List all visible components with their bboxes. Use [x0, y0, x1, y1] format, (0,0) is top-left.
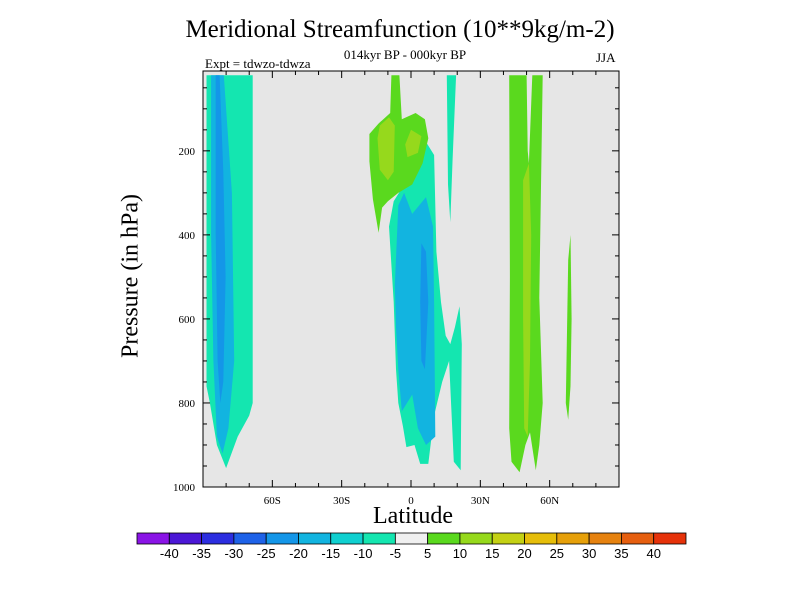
experiment-label: Expt = tdwzo-tdwza — [205, 56, 311, 71]
colorbar-label: -40 — [160, 546, 179, 561]
colorbar-swatch — [588, 532, 622, 545]
colorbar-swatch — [427, 532, 461, 545]
chart-title: Meridional Streamfunction (10**9kg/m-2) — [185, 16, 615, 43]
y-tick-label: 200 — [179, 146, 196, 158]
season-label: JJA — [596, 50, 616, 65]
region-nh-mid-core — [523, 163, 532, 437]
x-tick-label: 60S — [264, 495, 281, 507]
colorbar-label: -10 — [354, 546, 373, 561]
region-nh-trop-upper — [369, 75, 429, 233]
x-tick-label: 30N — [471, 495, 490, 507]
colorbar-swatch — [201, 532, 235, 545]
colorbar-swatch — [556, 532, 590, 545]
colorbar-label: -20 — [289, 546, 308, 561]
chart-subtitle: 014kyr BP - 000kyr BP — [343, 47, 467, 62]
colorbar-swatch — [621, 532, 655, 545]
x-tick-label: 30S — [333, 495, 350, 507]
colorbar-swatch — [265, 532, 299, 545]
x-axis-label: Latitude — [373, 503, 453, 529]
colorbar-label: -35 — [192, 546, 211, 561]
region-eq-upper-band — [446, 75, 457, 223]
colorbar-label: 15 — [485, 546, 499, 561]
x-axis-ticks: 60S 30S 0 30N 60N — [202, 71, 620, 507]
colorbar-swatch — [459, 532, 493, 545]
region-eq-core — [420, 243, 429, 370]
colorbar-swatch — [168, 532, 202, 545]
colorbar-label: 35 — [614, 546, 628, 561]
region-nh-trop-upper-core1 — [377, 117, 395, 181]
colorbar-label: -25 — [257, 546, 276, 561]
y-tick-label: 800 — [179, 398, 196, 410]
region-nh-trop-upper-core2 — [405, 129, 422, 158]
colorbar-label: 25 — [550, 546, 564, 561]
colorbar-label: -30 — [224, 546, 243, 561]
colorbar-swatch — [233, 532, 267, 545]
x-tick-label: 0 — [408, 495, 414, 507]
x-tick-label: 60N — [540, 495, 559, 507]
colorbar-swatch — [653, 532, 687, 545]
colorbar-swatch — [394, 532, 429, 545]
colorbar-swatch — [298, 532, 332, 545]
colorbar-swatch — [330, 532, 364, 545]
colorbar-label: -15 — [321, 546, 340, 561]
y-tick-label: 600 — [179, 314, 196, 326]
region-nh-high-sliver — [565, 234, 572, 420]
colorbar-swatch — [136, 532, 170, 545]
region-sh-core — [215, 75, 226, 403]
colorbar-swatch — [491, 532, 525, 545]
contour-regions — [206, 75, 572, 473]
colorbar-swatch — [362, 532, 396, 545]
colorbar-label: 30 — [582, 546, 596, 561]
colorbar-swatch — [524, 532, 558, 545]
colorbar: -40 -35 -30 -25 -20 -15 -10 -5 5 10 15 20 25 30 35 40 — [136, 532, 687, 561]
y-axis-ticks: 200 400 600 800 1000 — [173, 87, 619, 494]
colorbar-label: 5 — [424, 546, 431, 561]
colorbar-label: 10 — [453, 546, 467, 561]
colorbar-label: 20 — [517, 546, 531, 561]
y-tick-label: 1000 — [173, 482, 196, 494]
colorbar-label: 40 — [646, 546, 660, 561]
colorbar-label: -5 — [390, 546, 402, 561]
y-tick-label: 400 — [179, 230, 196, 242]
